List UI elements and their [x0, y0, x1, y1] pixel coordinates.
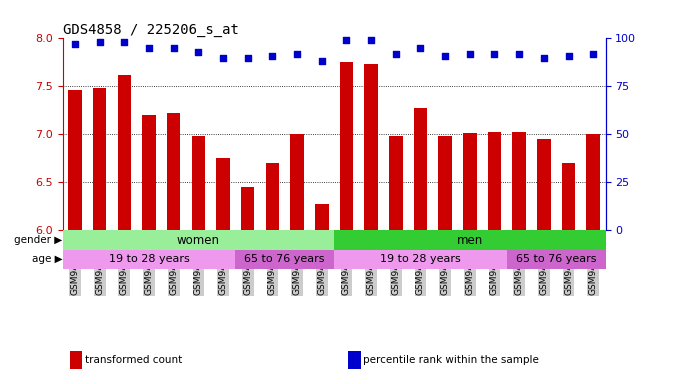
- Point: [514, 51, 525, 57]
- Text: percentile rank within the sample: percentile rank within the sample: [363, 355, 539, 365]
- Bar: [142, 115, 156, 230]
- Bar: [235, 250, 334, 269]
- Bar: [364, 64, 378, 230]
- Point: [390, 51, 402, 57]
- Bar: [334, 230, 606, 250]
- Point: [292, 51, 303, 57]
- Bar: [118, 75, 131, 230]
- Point: [587, 51, 599, 57]
- Bar: [463, 134, 477, 230]
- Text: men: men: [457, 233, 483, 247]
- Point: [415, 45, 426, 51]
- Point: [193, 49, 204, 55]
- Bar: [63, 250, 235, 269]
- Point: [242, 55, 253, 61]
- Bar: [340, 62, 353, 230]
- Point: [94, 39, 105, 45]
- Point: [316, 58, 327, 65]
- Text: gender ▶: gender ▶: [15, 235, 63, 245]
- Text: 65 to 76 years: 65 to 76 years: [244, 254, 325, 264]
- Bar: [241, 187, 255, 230]
- Bar: [334, 250, 507, 269]
- Bar: [512, 132, 526, 230]
- Point: [365, 37, 377, 43]
- Point: [440, 53, 451, 59]
- Point: [119, 39, 130, 45]
- Bar: [413, 108, 427, 230]
- Point: [489, 51, 500, 57]
- Bar: [315, 205, 329, 230]
- Bar: [93, 88, 106, 230]
- Text: transformed count: transformed count: [85, 355, 182, 365]
- Bar: [507, 250, 606, 269]
- Text: 19 to 28 years: 19 to 28 years: [109, 254, 189, 264]
- Point: [267, 53, 278, 59]
- Point: [143, 45, 155, 51]
- Text: women: women: [177, 233, 220, 247]
- Bar: [191, 136, 205, 230]
- Bar: [216, 159, 230, 230]
- Point: [341, 37, 352, 43]
- Text: age ▶: age ▶: [32, 254, 63, 264]
- Bar: [438, 136, 452, 230]
- Bar: [63, 230, 334, 250]
- Bar: [68, 90, 81, 230]
- Text: GDS4858 / 225206_s_at: GDS4858 / 225206_s_at: [63, 23, 239, 37]
- Bar: [488, 132, 501, 230]
- Point: [464, 51, 475, 57]
- Point: [538, 55, 549, 61]
- Bar: [389, 136, 402, 230]
- Point: [168, 45, 180, 51]
- Point: [217, 55, 228, 61]
- Bar: [290, 134, 304, 230]
- Bar: [587, 134, 600, 230]
- Text: 65 to 76 years: 65 to 76 years: [516, 254, 596, 264]
- Bar: [167, 113, 180, 230]
- Bar: [266, 163, 279, 230]
- Point: [563, 53, 574, 59]
- Text: 19 to 28 years: 19 to 28 years: [380, 254, 461, 264]
- Bar: [537, 139, 551, 230]
- Point: [70, 41, 81, 47]
- Bar: [562, 163, 576, 230]
